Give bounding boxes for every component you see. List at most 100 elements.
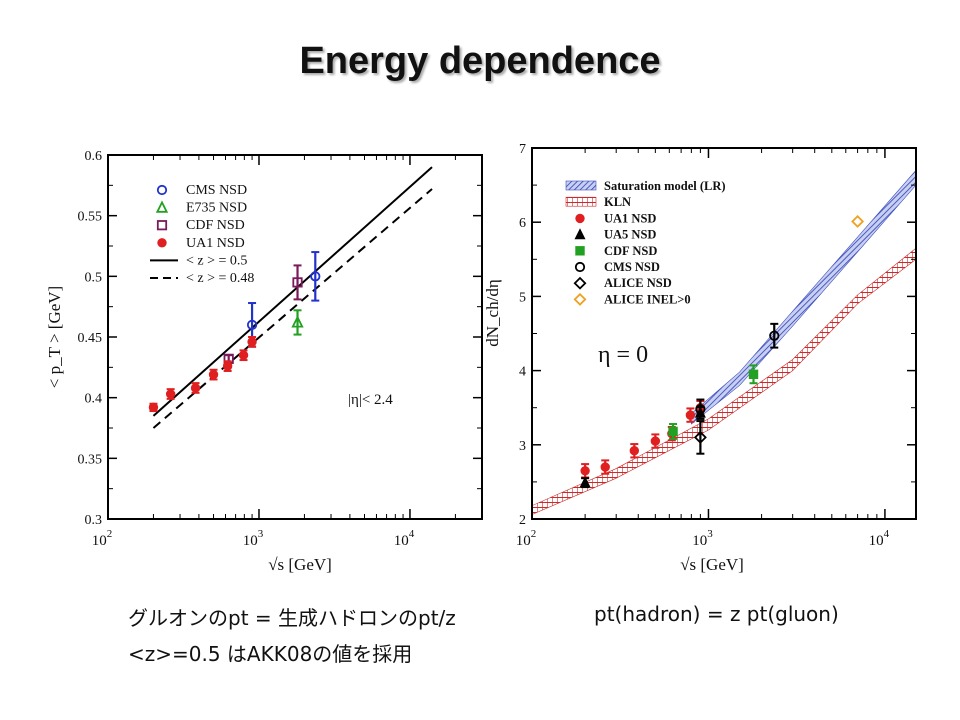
data-point: [292, 277, 303, 288]
data-point: [851, 214, 865, 228]
slide-title: Energy dependence: [299, 40, 661, 82]
x-tick-base: 10: [869, 533, 884, 549]
y-axis-label: dN_ch/dη: [483, 279, 502, 346]
y-tick-label: 5: [519, 290, 526, 305]
y-tick-label: 0.35: [78, 452, 103, 467]
plot-area: [148, 166, 433, 429]
caption-right: pt(hadron) = z pt(gluon): [594, 602, 839, 626]
legend-marker: [155, 200, 169, 213]
data-point: [685, 410, 696, 420]
data-point: [695, 404, 706, 415]
x-tick-label: 104: [869, 528, 890, 549]
data-point: [769, 330, 780, 341]
data-point: [190, 383, 201, 393]
plot-annotation: η = 0: [598, 342, 648, 368]
x-tick-label: 102: [516, 528, 537, 549]
series-alice-inel-0: [851, 214, 865, 228]
legend-label: UA1 NSD: [186, 236, 245, 251]
y-tick-label: 6: [519, 216, 526, 231]
x-tick-exponent: 4: [409, 528, 415, 540]
y-tick-label: 3: [519, 439, 526, 454]
legend-label: CMS NSD: [604, 260, 660, 274]
plot-area: [532, 169, 916, 515]
legend-label: E735 NSD: [186, 201, 247, 216]
x-tick-base: 10: [243, 533, 258, 549]
y-tick-label: 0.4: [85, 392, 103, 407]
data-point: [291, 315, 304, 328]
y-tick-label: 0.5: [85, 270, 103, 285]
y-axis-label: < p_T > [GeV]: [45, 286, 64, 388]
legend-marker: [575, 213, 585, 224]
data-point: [247, 337, 257, 347]
data-point: [310, 271, 321, 282]
x-tick-exponent: 2: [107, 528, 113, 540]
x-tick-base: 10: [394, 533, 409, 549]
legend-marker: [573, 276, 587, 290]
legend-label: KLN: [604, 195, 631, 209]
x-tick-label: 102: [92, 528, 113, 549]
legend-label: UA5 NSD: [604, 228, 656, 242]
x-axis-label: √s [GeV]: [268, 555, 332, 574]
x-tick-base: 10: [692, 533, 707, 549]
y-tick-label: 7: [519, 142, 526, 157]
legend-label: ALICE NSD: [604, 276, 672, 290]
x-tick-base: 10: [92, 533, 107, 549]
caption-line-1: グルオンのpt = 生成ハドロンのpt/z: [128, 606, 456, 630]
legend: Saturation model (LR) KLN UA1 NSD UA5 NSD CD…: [565, 179, 726, 306]
x-tick-exponent: 2: [531, 528, 537, 540]
data-point: [222, 361, 233, 371]
legend-label: UA1 NSD: [604, 211, 656, 225]
legend-label: CDF NSD: [186, 218, 245, 233]
legend-label: ALICE INEL>0: [604, 292, 691, 306]
data-point: [208, 369, 219, 380]
legend-label: CMS NSD: [186, 183, 247, 198]
plot-annotation: |η|< 2.4: [348, 392, 393, 408]
data-point: [668, 426, 678, 437]
data-point: [579, 476, 591, 488]
y-tick-label: 0.6: [85, 149, 103, 164]
legend-marker: [575, 246, 585, 256]
data-point: [165, 389, 176, 399]
data-point: [600, 462, 610, 472]
x-tick-exponent: 3: [258, 528, 264, 540]
series-alice-nsd: [693, 420, 707, 455]
y-tick-label: 2: [519, 513, 526, 528]
legend-label: < z > = 0.48: [186, 271, 254, 286]
y-tick-label: 0.55: [78, 210, 103, 225]
x-tick-label: 103: [692, 528, 713, 549]
legend: CMS NSD E735 NSD CDF NSD UA1 NSD < z > = 0.5…: [150, 183, 254, 286]
y-tick-label: 0.45: [78, 331, 103, 346]
plot-frame: [107, 154, 483, 520]
y-tick-label: 0.3: [85, 513, 103, 528]
series-ua1-nsd: [148, 336, 257, 413]
caption-line-2: <z>=0.5 はAKK08の値を採用: [128, 642, 413, 666]
data-point: [650, 436, 661, 446]
series-e735-nsd: [291, 309, 304, 336]
line-1: [152, 166, 433, 417]
band-saturation-model-lr-: [691, 169, 916, 425]
data-point: [148, 402, 159, 413]
legend-marker: [573, 292, 587, 306]
series-cms-nsd: [695, 322, 780, 420]
data-point: [693, 430, 707, 444]
y-tick-label: 4: [519, 365, 526, 380]
series-cdf-nsd: [668, 364, 759, 440]
x-tick-exponent: 3: [707, 528, 713, 540]
legend-swatch: [565, 180, 597, 191]
x-tick-exponent: 4: [884, 528, 890, 540]
legend-label: Saturation model (LR): [604, 179, 726, 193]
legend-label: < z > = 0.5: [186, 253, 247, 268]
series-ua5-nsd: [579, 405, 706, 489]
x-tick-label: 103: [243, 528, 264, 549]
band-kln: [532, 247, 916, 515]
legend-marker: [157, 238, 167, 248]
x-tick-label: 104: [394, 528, 415, 549]
data-point: [629, 446, 640, 456]
x-axis-label: √s [GeV]: [680, 555, 744, 574]
legend-marker: [574, 261, 586, 273]
legend-swatch: [565, 196, 597, 207]
legend-marker: [156, 220, 168, 231]
